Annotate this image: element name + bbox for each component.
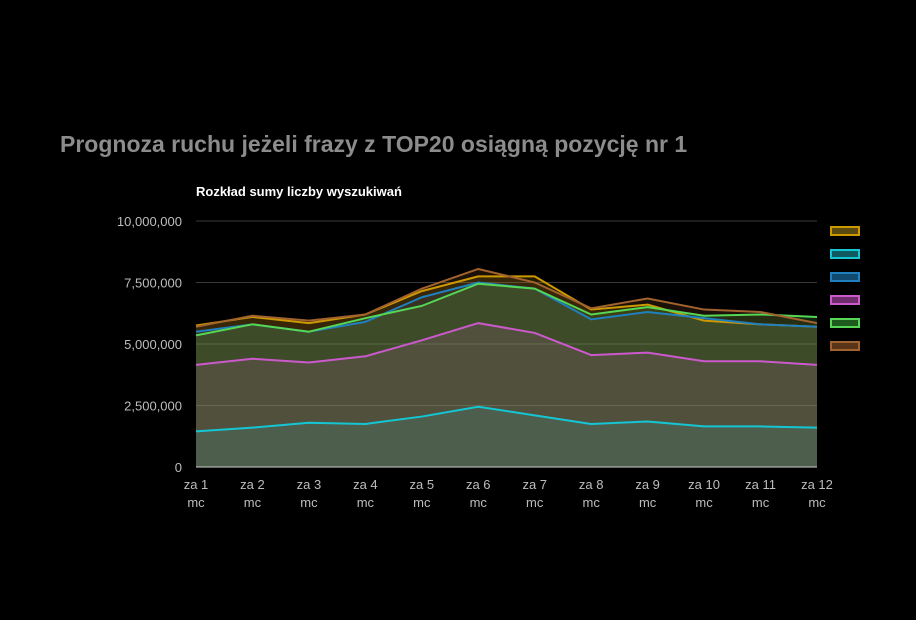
x-tick-label: za 8 mc bbox=[579, 477, 604, 510]
series-6-area bbox=[196, 268, 817, 467]
x-tick-label: za 4 mc bbox=[353, 477, 378, 510]
legend-swatch-1 bbox=[830, 226, 860, 236]
x-tick-label: za 11 mc bbox=[745, 477, 776, 510]
y-tick-label: 7,500,000 bbox=[124, 276, 182, 291]
series-2-area bbox=[196, 406, 817, 467]
y-tick-label: 0 bbox=[175, 460, 182, 475]
series-4-area bbox=[196, 323, 817, 467]
legend bbox=[830, 226, 860, 351]
y-tick-label: 5,000,000 bbox=[124, 337, 182, 352]
grid-lines bbox=[196, 220, 817, 406]
x-tick-label: za 7 mc bbox=[522, 477, 547, 510]
y-axis-ticks: 0 2,500,000 5,000,000 7,500,000 10,000,000 bbox=[117, 214, 182, 475]
series-3-area bbox=[196, 282, 817, 467]
legend-swatch-2 bbox=[830, 249, 860, 259]
x-tick-label: za 12 mc bbox=[801, 477, 833, 510]
x-tick-label: za 10 mc bbox=[688, 477, 720, 510]
series-areas bbox=[196, 268, 817, 467]
series-4-line bbox=[195, 322, 818, 366]
legend-swatch-6 bbox=[830, 341, 860, 351]
x-tick-label: za 2 mc bbox=[240, 477, 265, 510]
y-tick-label: 10,000,000 bbox=[117, 214, 182, 229]
x-tick-label: za 3 mc bbox=[297, 477, 322, 510]
page-title: Prognoza ruchu jeżeli frazy z TOP20 osią… bbox=[60, 131, 688, 157]
x-axis-ticks: za 1 mc za 2 mc za 3 mc za 4 mc za 5 mc za 6 mc za 7… bbox=[184, 477, 833, 510]
chart-subtitle: Rozkład sumy liczby wyszukiwań bbox=[196, 184, 402, 199]
x-tick-label: za 6 mc bbox=[466, 477, 491, 510]
series-2-line bbox=[195, 405, 818, 433]
legend-swatch-3 bbox=[830, 272, 860, 282]
legend-swatch-4 bbox=[830, 295, 860, 305]
series-5-line bbox=[195, 282, 818, 337]
x-tick-label: za 1 mc bbox=[184, 477, 209, 510]
series-5-area bbox=[196, 283, 817, 467]
series-lines bbox=[195, 267, 818, 433]
x-tick-label: za 9 mc bbox=[635, 477, 660, 510]
x-tick-label: za 5 mc bbox=[410, 477, 435, 510]
series-6-line bbox=[195, 267, 818, 328]
y-tick-label: 2,500,000 bbox=[124, 399, 182, 414]
legend-swatch-5 bbox=[830, 318, 860, 328]
